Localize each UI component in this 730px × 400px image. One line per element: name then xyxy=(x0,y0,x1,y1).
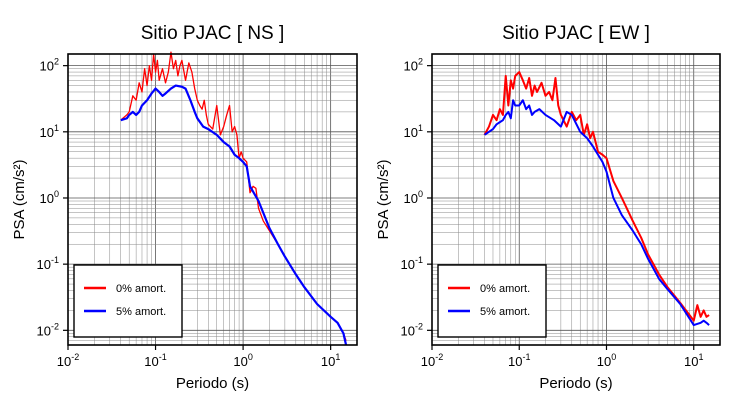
chart-title: Sitio PJAC [ EW ] xyxy=(502,23,650,44)
legend: 0% amort. 5% amort. xyxy=(437,264,547,338)
legend-label: 5% amort. xyxy=(116,306,166,318)
x-tick-label: 101 xyxy=(321,352,340,369)
series-line-damped xyxy=(120,84,348,346)
grid xyxy=(67,54,358,346)
x-tick-label: 100 xyxy=(597,352,616,369)
x-tick-label: 100 xyxy=(233,352,252,369)
y-tick-label: 102 xyxy=(404,57,423,74)
legend-label: 5% amort. xyxy=(480,306,530,318)
y-axis-label: PSA (cm/s²) xyxy=(11,159,28,239)
legend-box xyxy=(73,264,183,338)
x-tick-label: 10-1 xyxy=(144,352,166,369)
series-line-undamped xyxy=(120,51,347,341)
y-tick-label: 10-1 xyxy=(37,255,59,272)
x-tick-label: 10-2 xyxy=(57,352,79,369)
chart-panel-1: 10-2 10-1 100 101 10-2 10-1 100 101 102 Sitio PJA… xyxy=(11,23,358,392)
y-tick-label: 10-2 xyxy=(401,321,423,338)
chart-title: Sitio PJAC [ NS ] xyxy=(141,23,285,44)
y-tick-label: 100 xyxy=(404,189,423,206)
legend-box xyxy=(437,264,547,338)
plot-frame xyxy=(431,53,721,346)
y-tick-label: 102 xyxy=(40,57,59,74)
y-tick-label: 100 xyxy=(40,189,59,206)
legend-label: 0% amort. xyxy=(116,283,166,295)
legend: 0% amort. 5% amort. xyxy=(73,264,183,338)
y-axis-label: PSA (cm/s²) xyxy=(375,159,392,239)
x-tick-label: 101 xyxy=(684,352,703,369)
x-tick-label: 10-2 xyxy=(421,352,443,369)
series-line-damped xyxy=(483,99,710,327)
legend-label: 0% amort. xyxy=(480,283,530,295)
chart-panel-2: 10-2 10-1 100 101 10-2 10-1 100 101 102 Sitio PJA… xyxy=(375,23,721,392)
plot-frame xyxy=(67,53,358,346)
y-tick-label: 101 xyxy=(404,123,423,140)
y-tick-label: 10-2 xyxy=(37,321,59,338)
x-tick-label: 10-1 xyxy=(508,352,530,369)
y-tick-label: 101 xyxy=(40,123,59,140)
y-tick-label: 10-1 xyxy=(401,255,423,272)
x-axis-label: Periodo (s) xyxy=(539,375,612,392)
x-axis-label: Periodo (s) xyxy=(176,375,249,392)
